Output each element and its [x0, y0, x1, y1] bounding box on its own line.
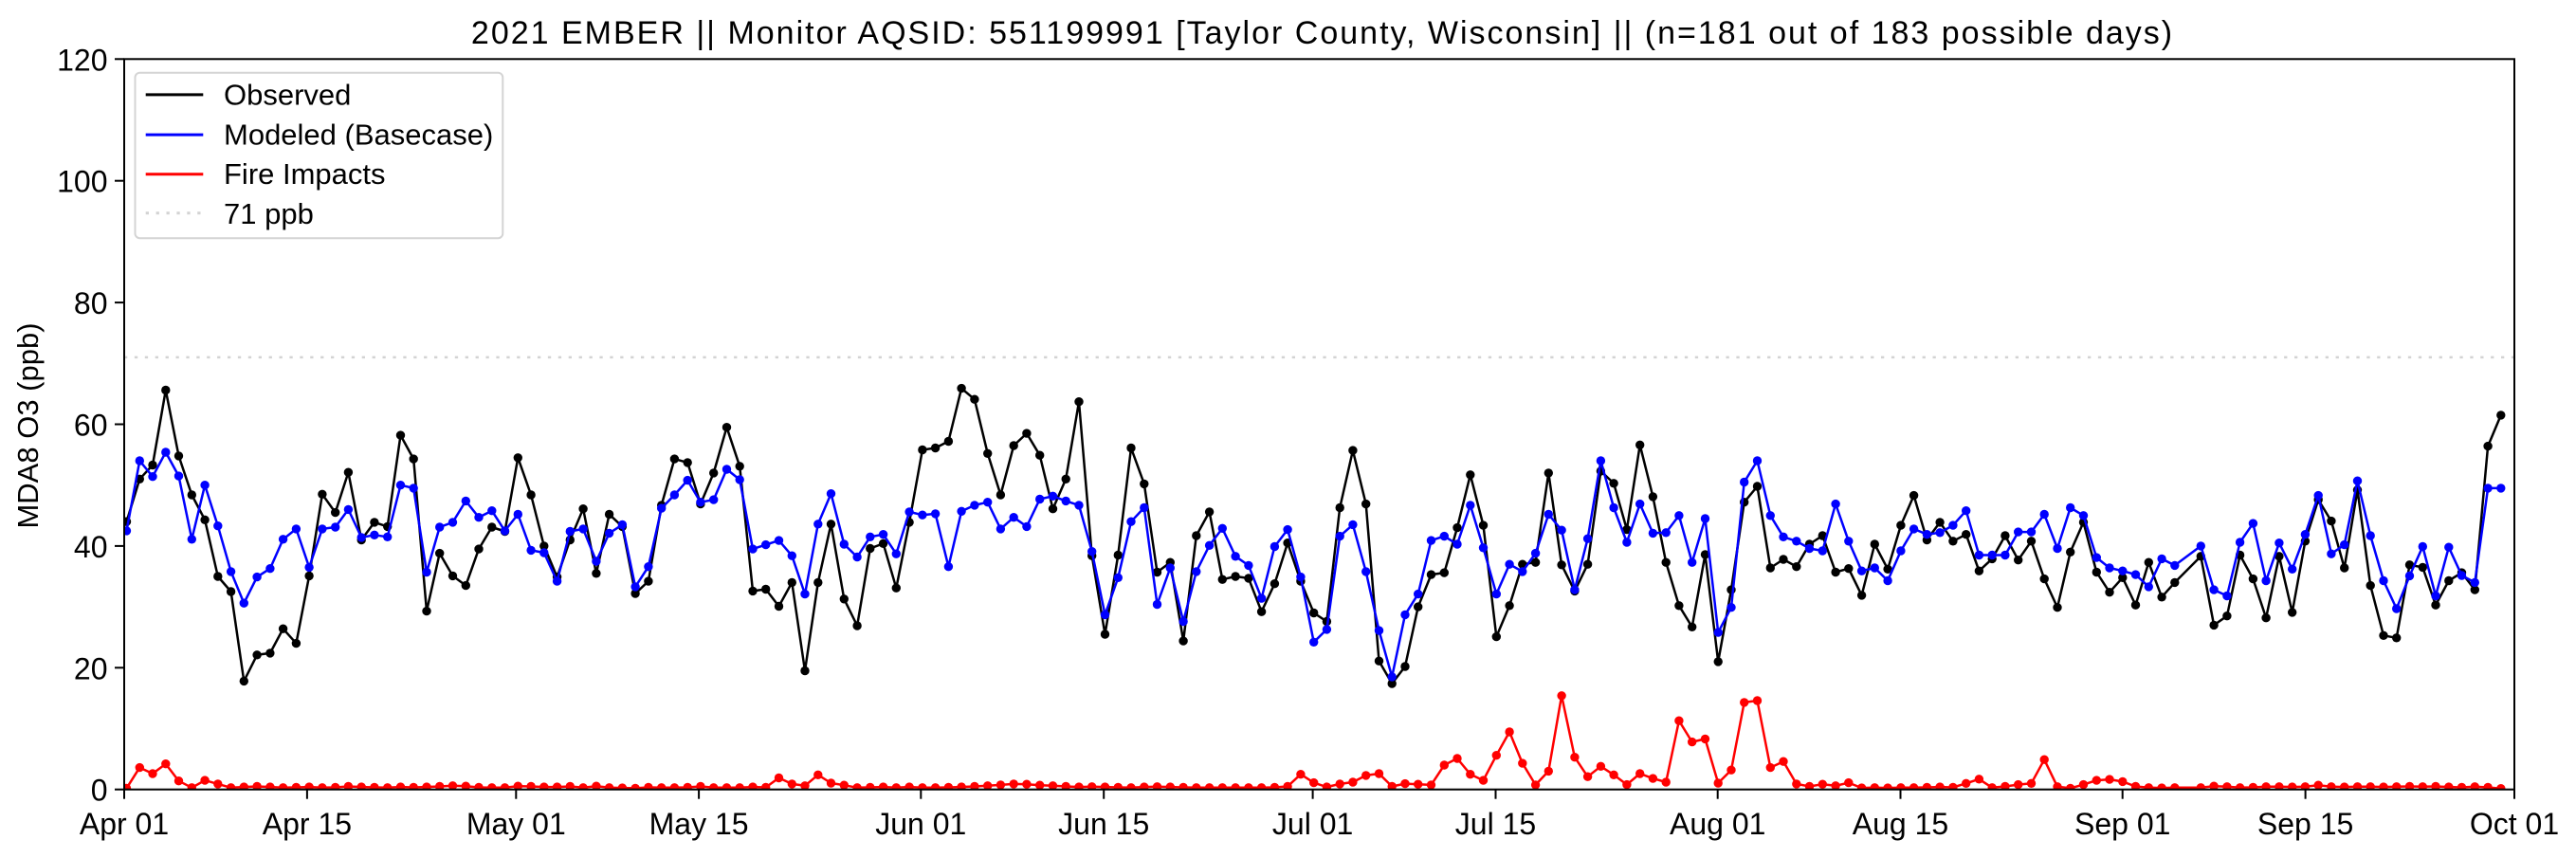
svg-text:Jun 01: Jun 01: [875, 807, 966, 841]
svg-text:Aug 15: Aug 15: [1853, 807, 1948, 841]
svg-text:71 ppb: 71 ppb: [224, 197, 314, 230]
svg-text:80: 80: [74, 286, 108, 320]
svg-text:Jul 15: Jul 15: [1455, 807, 1536, 841]
svg-text:Apr 15: Apr 15: [263, 807, 352, 841]
svg-text:Aug 01: Aug 01: [1670, 807, 1765, 841]
svg-text:Jun 15: Jun 15: [1058, 807, 1149, 841]
svg-text:Fire Impacts: Fire Impacts: [224, 157, 386, 191]
svg-text:Sep 15: Sep 15: [2257, 807, 2353, 841]
svg-text:Jul 01: Jul 01: [1272, 807, 1353, 841]
svg-text:40: 40: [74, 530, 108, 564]
svg-text:Modeled (Basecase): Modeled (Basecase): [224, 119, 493, 152]
svg-text:May 01: May 01: [466, 807, 566, 841]
svg-text:0: 0: [91, 774, 108, 808]
svg-text:100: 100: [57, 165, 107, 199]
svg-text:Apr 01: Apr 01: [80, 807, 169, 841]
svg-text:60: 60: [74, 409, 108, 443]
svg-text:20: 20: [74, 651, 108, 685]
svg-text:Sep 01: Sep 01: [2074, 807, 2170, 841]
svg-text:Observed: Observed: [224, 78, 351, 111]
svg-text:2021 EMBER || Monitor AQSID: 5: 2021 EMBER || Monitor AQSID: 551199991 […: [471, 15, 2174, 51]
svg-text:May 15: May 15: [649, 807, 749, 841]
svg-text:120: 120: [57, 43, 107, 77]
svg-text:MDA8 O3 (ppb): MDA8 O3 (ppb): [11, 322, 45, 528]
svg-text:Oct 01: Oct 01: [2470, 807, 2559, 841]
